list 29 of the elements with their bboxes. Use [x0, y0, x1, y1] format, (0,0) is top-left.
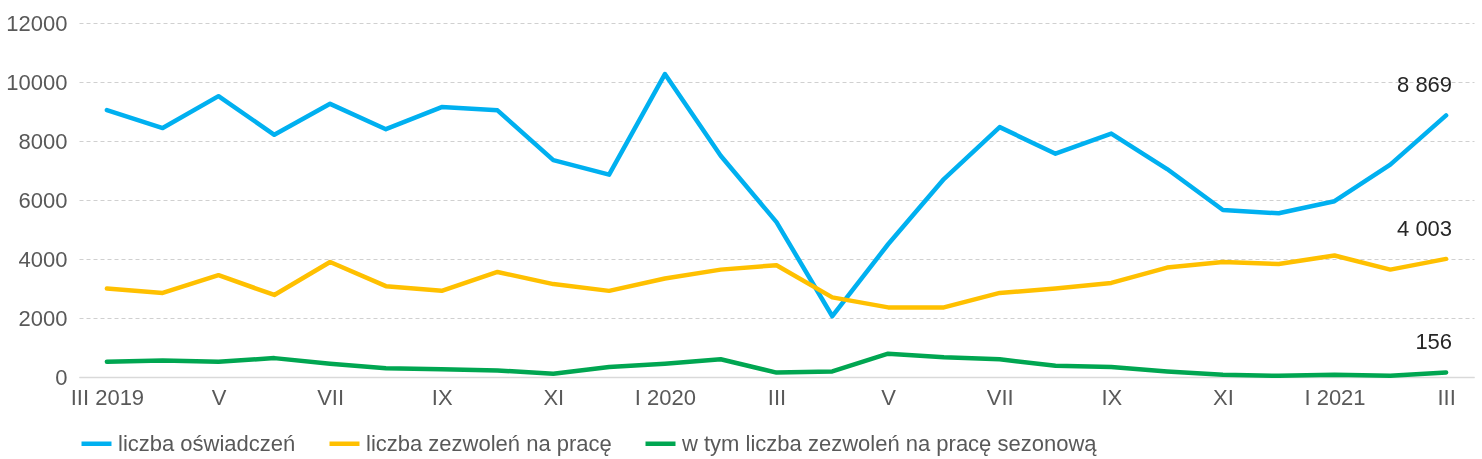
x-tick-label: I 2020 — [634, 384, 696, 410]
y-tick-label: 2000 — [18, 305, 68, 331]
x-tick-label: VII — [317, 384, 345, 410]
x-tick-label: I 2021 — [1304, 384, 1366, 410]
line-series — [104, 351, 1449, 379]
x-tick-label: IX — [431, 384, 453, 410]
y-tick-label: 0 — [55, 364, 68, 390]
y-tick-label: 6000 — [18, 187, 68, 213]
y-tick-label: 10000 — [6, 69, 68, 95]
x-tick-label: XI — [543, 384, 565, 410]
y-tick-label: 8000 — [18, 128, 68, 154]
data-label: 4 003 — [1397, 215, 1453, 241]
y-tick-label: 4000 — [18, 246, 68, 272]
x-tick-label: V — [881, 384, 897, 410]
data-label: 156 — [1415, 329, 1453, 355]
line-series — [104, 253, 1449, 310]
x-tick-label: III — [767, 384, 787, 410]
legend-label: w tym liczba zezwoleń na pracę sezonową — [681, 430, 1098, 456]
legend-label: liczba oświadczeń — [118, 430, 296, 456]
data-label: 8 869 — [1397, 72, 1453, 98]
legend-label: liczba zezwoleń na pracę — [366, 430, 612, 456]
x-tick-label: IX — [1101, 384, 1123, 410]
x-tick-label: V — [211, 384, 227, 410]
x-tick-label: XI — [1213, 384, 1234, 410]
line-series — [104, 71, 1449, 319]
x-tick-label: VII — [986, 384, 1014, 410]
y-tick-label: 12000 — [6, 10, 68, 36]
x-tick-label: III 2019 — [70, 384, 145, 410]
x-tick-label: III — [1437, 384, 1456, 410]
